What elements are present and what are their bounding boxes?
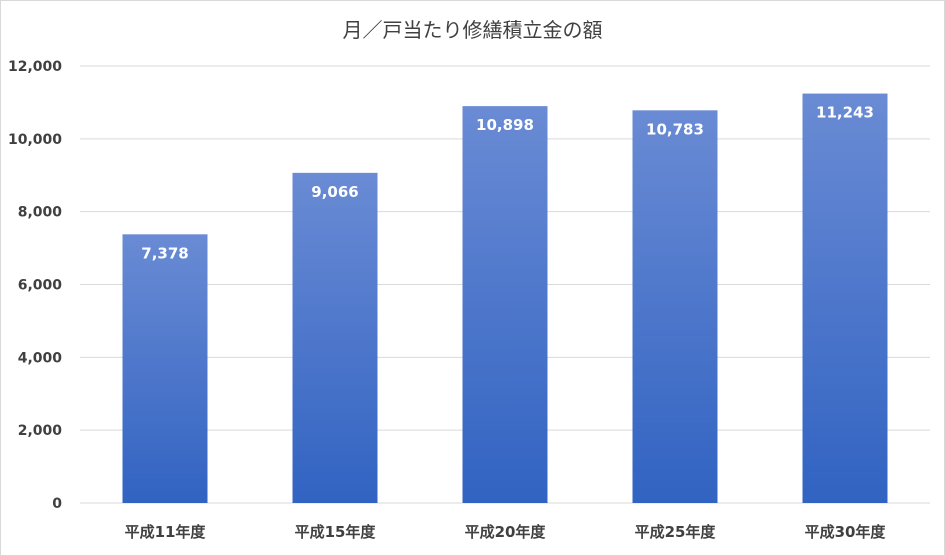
data-label: 7,378	[141, 244, 188, 262]
y-axis-ticks: 0 2,000 4,000 6,000 8,000 10,000 12,000	[8, 59, 62, 512]
bars: 7,378 9,066 10,898 10,783 11,243	[122, 93, 888, 503]
bar	[802, 93, 888, 503]
bar	[122, 234, 208, 503]
y-tick-label: 10,000	[8, 132, 62, 148]
x-category-label: 平成30年度	[805, 523, 887, 541]
y-tick-label: 2,000	[18, 423, 63, 439]
data-label: 10,898	[476, 116, 534, 134]
chart-title: 月／戸当たり修繕積立金の額	[342, 18, 603, 42]
data-label: 10,783	[646, 120, 704, 138]
y-tick-label: 0	[52, 496, 62, 512]
y-tick-label: 4,000	[18, 350, 63, 366]
bar	[462, 106, 548, 503]
y-tick-label: 12,000	[8, 59, 62, 75]
data-label: 11,243	[816, 104, 874, 122]
x-axis-labels: 平成11年度 平成15年度 平成20年度 平成25年度 平成30年度	[125, 523, 887, 541]
x-category-label: 平成15年度	[295, 523, 377, 541]
bar	[632, 110, 718, 503]
bar	[292, 172, 378, 503]
y-tick-label: 6,000	[18, 278, 63, 294]
x-category-label: 平成11年度	[125, 523, 207, 541]
data-label: 9,066	[311, 183, 358, 201]
x-category-label: 平成20年度	[465, 523, 547, 541]
x-category-label: 平成25年度	[635, 523, 717, 541]
y-tick-label: 8,000	[18, 205, 63, 221]
